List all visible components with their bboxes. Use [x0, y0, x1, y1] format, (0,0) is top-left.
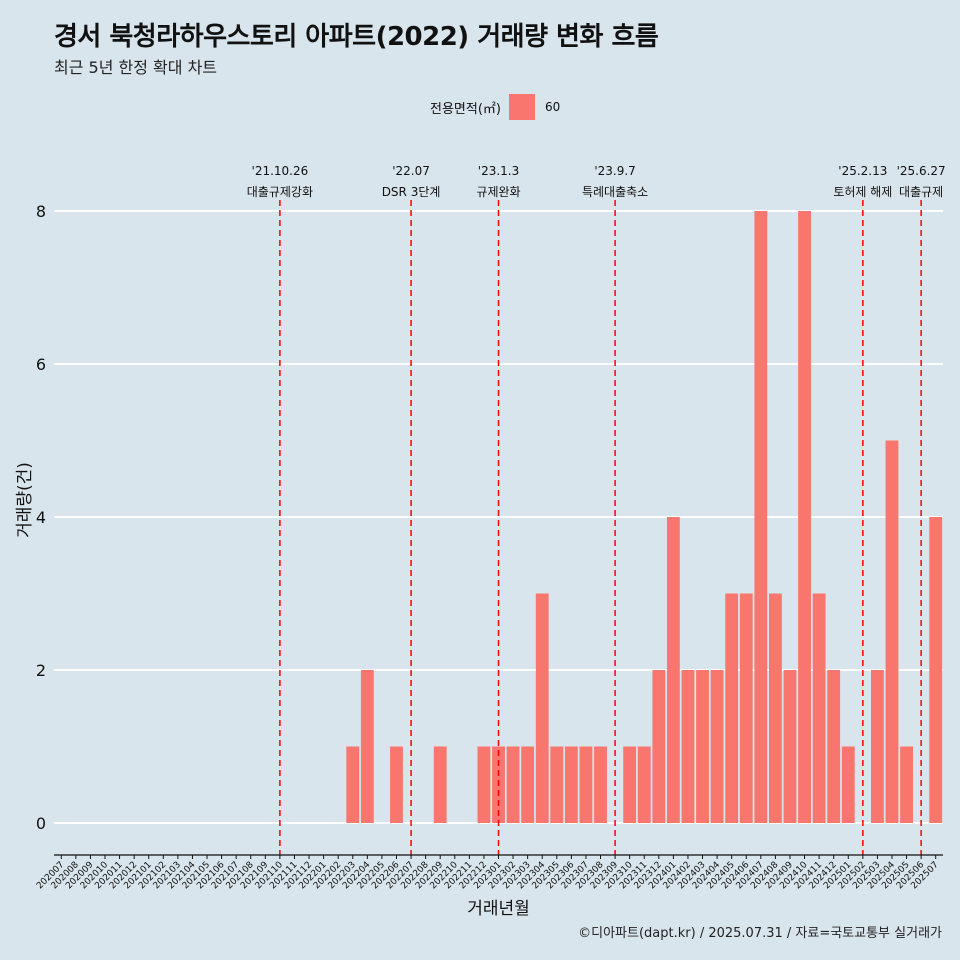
y-tick-label: 6 [36, 355, 46, 374]
bar [360, 670, 374, 823]
bar [433, 746, 447, 823]
event-lines: '21.10.26 대출규제강화 '22.07 DSR 3단계 '23.1.3 규제완화 '… [247, 164, 946, 855]
bar [579, 746, 593, 823]
legend: 전용면적(㎡) 60 [430, 94, 560, 120]
bar [768, 593, 782, 823]
y-tick-label: 8 [36, 202, 46, 221]
event-date-label: '22.07 [392, 164, 430, 178]
chart-title: 경서 북청라하우스토리 아파트(2022) 거래량 변화 흐름 [54, 22, 659, 52]
bar [812, 593, 826, 823]
legend-swatch [508, 94, 535, 120]
event-date-label: '21.10.26 [252, 164, 309, 178]
bar [696, 670, 709, 823]
bar [550, 746, 564, 823]
event-label: 토허제 해제 [833, 185, 892, 199]
y-axis-title: 거래량(건) [15, 462, 35, 538]
event-date-label: '23.9.7 [594, 164, 635, 178]
bar [666, 517, 680, 823]
event-date-label: '25.6.27 [897, 164, 946, 178]
bar [637, 746, 651, 823]
bar [725, 593, 739, 823]
chart-subtitle: 최근 5년 한정 확대 차트 [54, 58, 218, 77]
event-label: 특례대출축소 [582, 185, 648, 199]
bar [739, 593, 753, 823]
bar [652, 670, 666, 823]
event-label: 대출규제 [899, 185, 943, 199]
source-caption: ©디아파트(dapt.kr) / 2025.07.31 / 자료=국토교통부 실… [578, 926, 942, 941]
bar [535, 593, 549, 823]
bar [564, 746, 578, 823]
bars [346, 211, 943, 823]
event-label: 대출규제강화 [247, 185, 313, 199]
x-axis-title: 거래년월 [467, 899, 530, 919]
bar [754, 211, 768, 823]
legend-title: 전용면적(㎡) [430, 101, 501, 117]
bar [827, 670, 841, 823]
bar [681, 670, 695, 823]
bar [390, 746, 403, 823]
bar [900, 746, 913, 823]
bar [594, 746, 607, 823]
bar [798, 211, 811, 823]
y-tick-label: 2 [36, 661, 46, 680]
event-label: 규제완화 [476, 185, 520, 199]
bar [710, 670, 724, 823]
bar [521, 746, 535, 823]
y-tick-label: 0 [36, 814, 46, 833]
event-date-label: '25.2.13 [838, 164, 887, 178]
legend-item-label: 60 [544, 100, 561, 114]
bar [477, 746, 491, 823]
bar [871, 670, 884, 823]
bar [885, 440, 899, 823]
bar [506, 746, 520, 823]
y-tick-label: 4 [36, 508, 46, 527]
bar [783, 670, 797, 823]
bar [841, 746, 855, 823]
event-date-label: '23.1.3 [478, 164, 519, 178]
bar [623, 746, 637, 823]
bar [346, 746, 360, 823]
bar [929, 517, 943, 823]
event-label: DSR 3단계 [382, 185, 441, 199]
